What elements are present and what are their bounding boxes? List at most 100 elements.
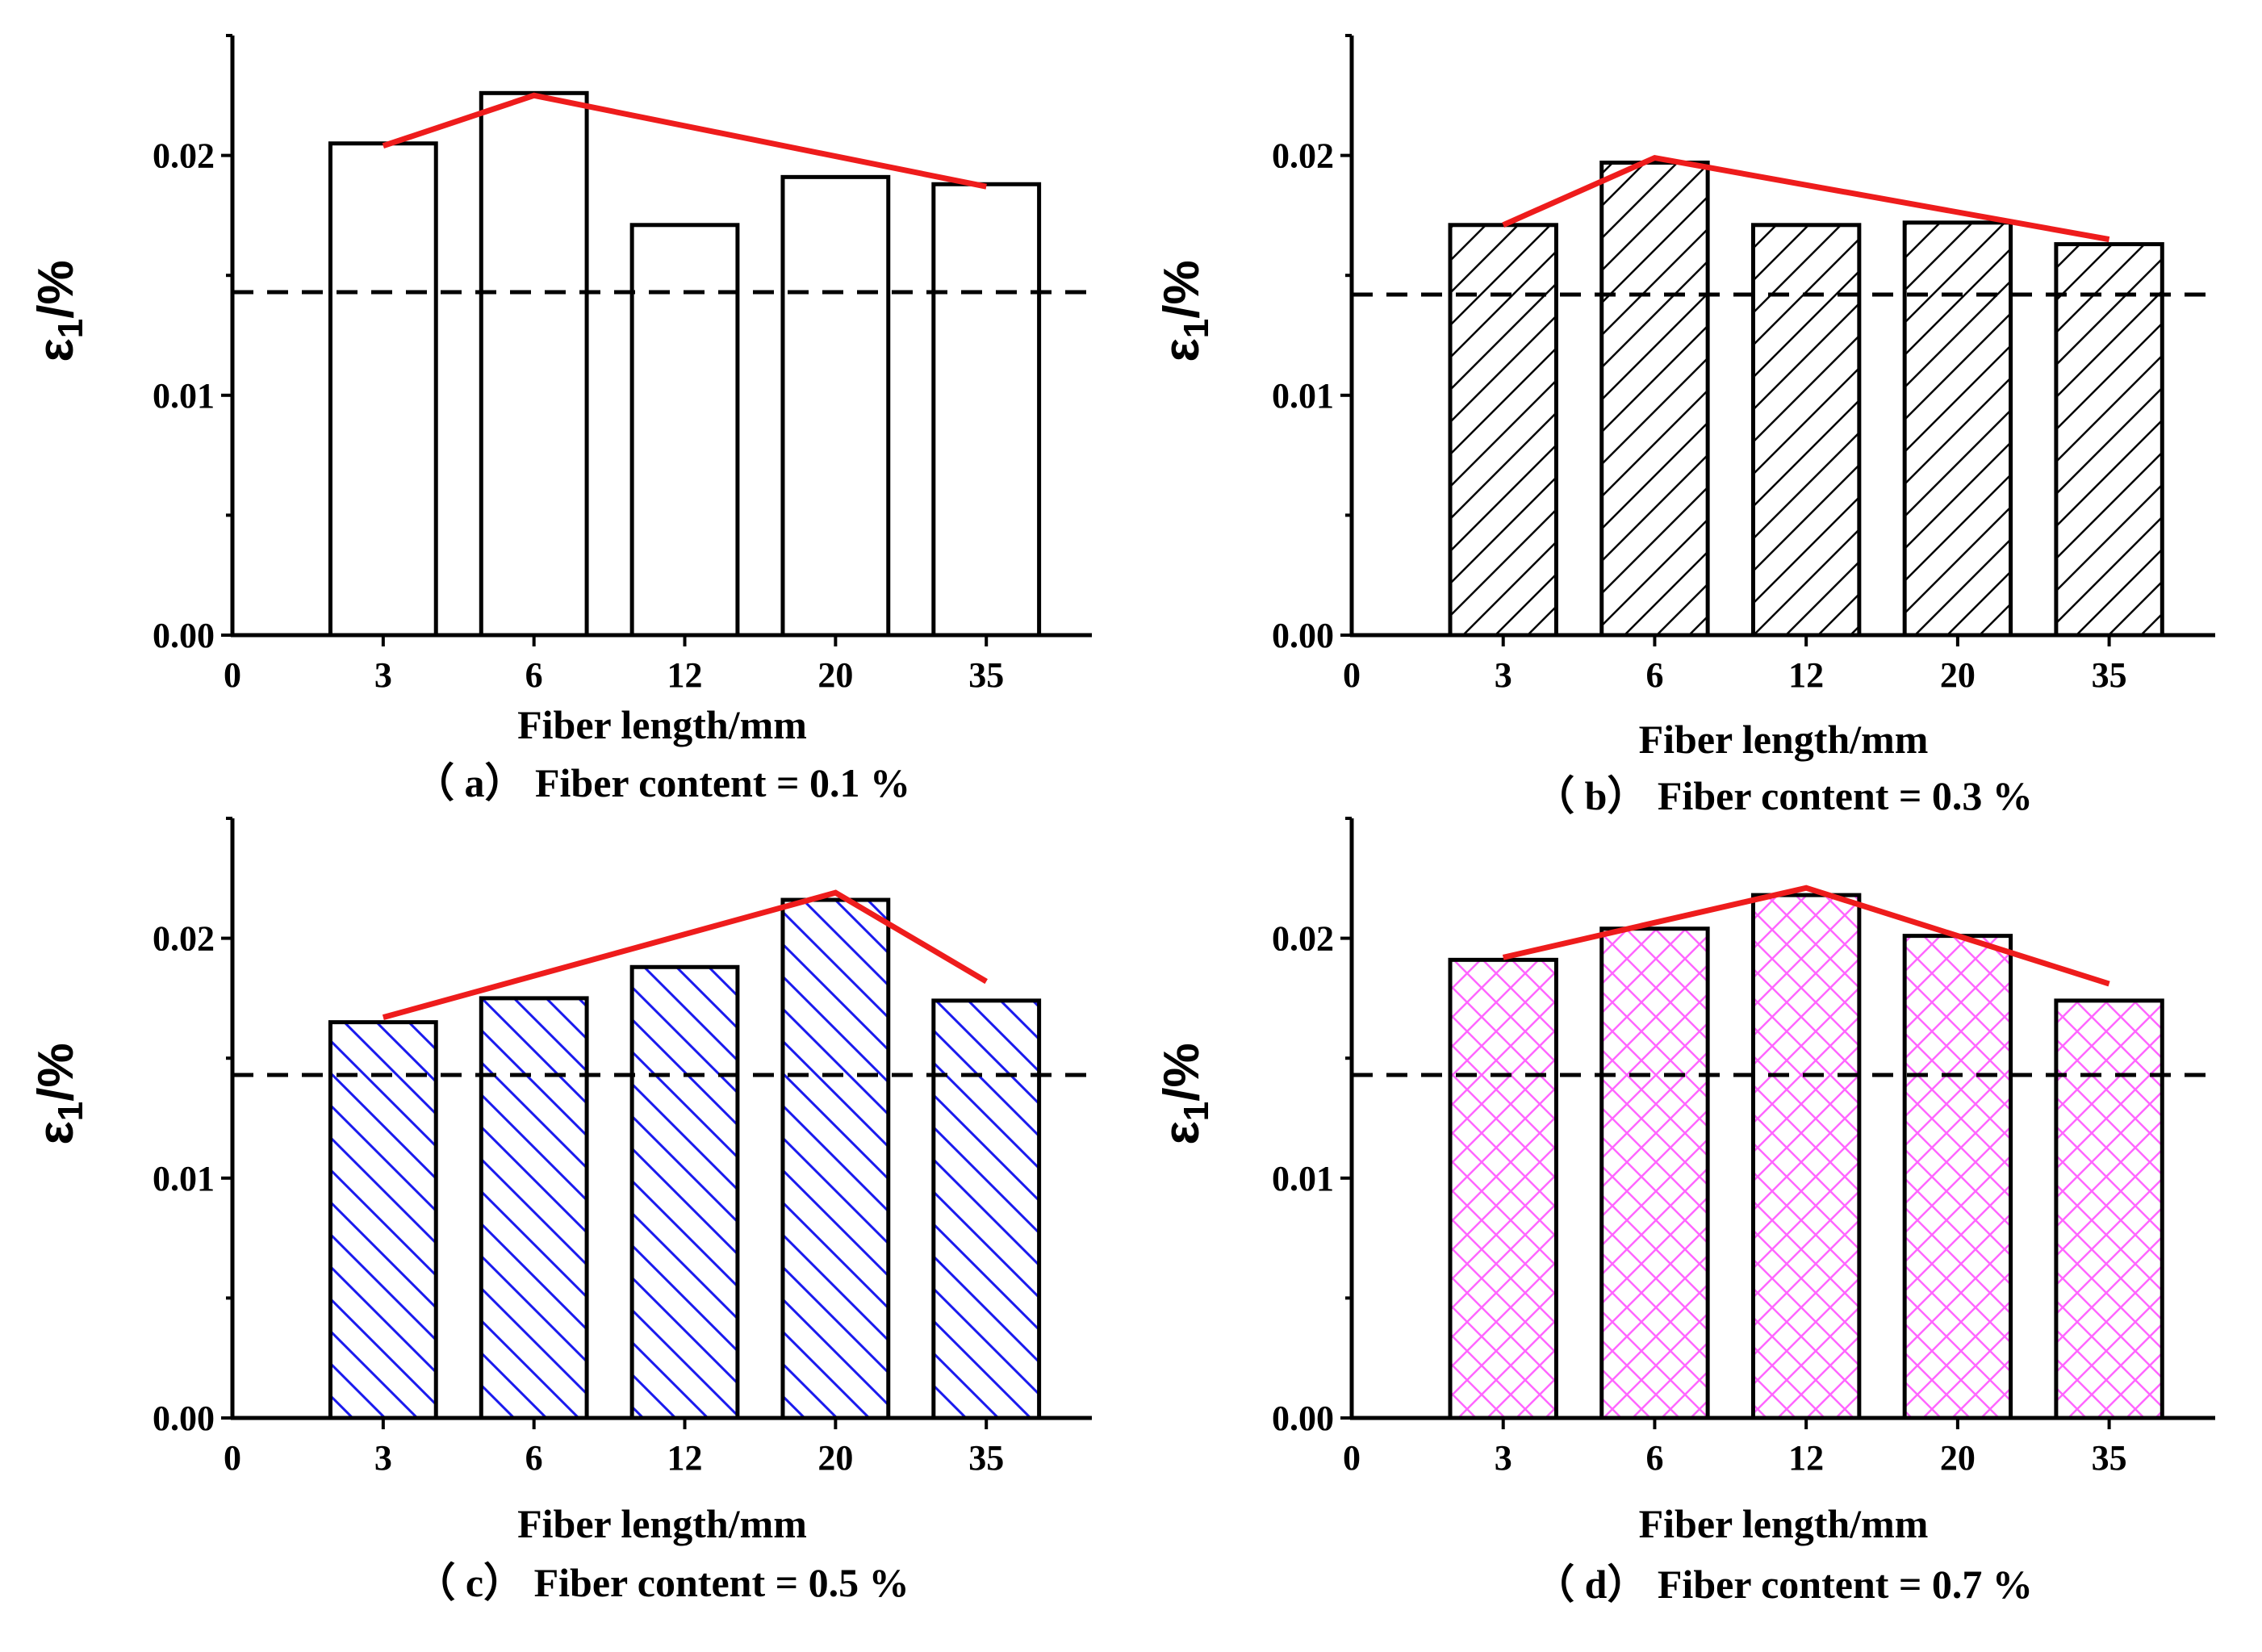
- x-tick-label-3: 3: [1495, 1438, 1512, 1478]
- bar-a-6: [479, 90, 589, 638]
- caption-d: （ d） Fiber content = 0.7 %: [1534, 1562, 2033, 1607]
- bar-a-3: [328, 141, 438, 638]
- y-tick-label: 0.02: [153, 136, 215, 176]
- x-tick-label-35: 35: [968, 1438, 1004, 1478]
- bar-b-6: [1599, 161, 1710, 638]
- bar-d-35: [2054, 998, 2164, 1420]
- x-tick-label-20: 20: [817, 1438, 853, 1478]
- bars-c: [328, 897, 1042, 1420]
- x-tick-label-35: 35: [2092, 1438, 2127, 1478]
- bar-b-20: [1902, 220, 2013, 638]
- x-tick-label-12: 12: [1788, 1438, 1824, 1478]
- x-ticks-b: 3 6 12 20 35: [1495, 635, 2127, 695]
- x-tick-label-3: 3: [374, 1438, 392, 1478]
- y-axis-symbol-b: ε: [1154, 338, 1210, 362]
- y-tick-label: 0.00: [1272, 616, 1334, 655]
- y-axis-title-c: ε1/%: [28, 1043, 90, 1144]
- bar-d-3: [1448, 957, 1558, 1420]
- x-tick-label-6: 6: [525, 1438, 543, 1478]
- y-tick-label: 0.02: [1272, 136, 1334, 176]
- y-axis-title-b: ε1/%: [1154, 260, 1216, 362]
- bar-a-20: [780, 174, 891, 638]
- y-axis-title-d: ε1/%: [1154, 1043, 1216, 1144]
- trend-line-c: [382, 889, 988, 1021]
- caption-a: （ a） Fiber content = 0.1 %: [414, 760, 910, 805]
- bar-b-35: [2054, 242, 2164, 638]
- x-origin-label-c: 0: [224, 1438, 241, 1478]
- bar-d-12: [1750, 893, 1862, 1420]
- y-axis-symbol-d: ε: [1154, 1121, 1210, 1144]
- y-axis-subscript-d: 1: [1177, 1102, 1216, 1121]
- y-tick-label: 0.02: [1272, 919, 1334, 959]
- x-ticks-c: 3 6 12 20 35: [374, 1418, 1004, 1478]
- bar-b-3: [1448, 223, 1558, 638]
- y-ticks-a: 0.00 0.01 0.02: [153, 34, 232, 655]
- y-tick-label: 0.01: [153, 1159, 215, 1198]
- x-tick-label-6: 6: [1645, 1438, 1663, 1478]
- x-axis-title-d: Fiber length/mm: [1639, 1501, 1929, 1546]
- y-tick-label: 0.01: [1272, 1159, 1334, 1198]
- x-tick-label-3: 3: [1495, 655, 1512, 695]
- bar-b-12: [1750, 223, 1862, 638]
- panel-a: 0.000.010.02 3 6 12 20 35 0 Fiber length/mm …: [28, 34, 1096, 805]
- y-axis-unit-c: /%: [28, 1043, 84, 1101]
- x-tick-label-6: 6: [525, 655, 543, 695]
- y-tick-label: 0.01: [1272, 376, 1334, 416]
- x-ticks-a: 3 6 12 20 35: [374, 635, 1004, 695]
- y-axis-subscript-a: 1: [51, 319, 90, 338]
- x-tick-label-20: 20: [1940, 655, 1976, 695]
- y-axis-subscript-c: 1: [51, 1102, 90, 1121]
- x-tick-label-12: 12: [667, 1438, 703, 1478]
- y-axis-subscript-b: 1: [1177, 319, 1216, 338]
- x-tick-label-35: 35: [2092, 655, 2127, 695]
- x-tick-label-35: 35: [968, 655, 1004, 695]
- bar-c-6: [479, 996, 589, 1420]
- x-tick-label-3: 3: [374, 655, 392, 695]
- x-tick-label-20: 20: [817, 655, 853, 695]
- bar-c-35: [931, 998, 1042, 1420]
- y-ticks-b: 0.00 0.01 0.02: [1272, 34, 1352, 655]
- bars-d: [1448, 893, 2164, 1420]
- bar-a-12: [629, 223, 740, 638]
- x-tick-label-12: 12: [1788, 655, 1824, 695]
- y-axis-title-a: ε1/%: [28, 260, 90, 362]
- y-axis-unit-d: /%: [1154, 1043, 1210, 1101]
- y-ticks-c: 0.00 0.01 0.02: [153, 817, 232, 1438]
- trend-line-a: [382, 92, 987, 190]
- x-ticks-d: 3 6 12 20 35: [1495, 1418, 2127, 1478]
- x-origin-label-b: 0: [1343, 655, 1361, 695]
- caption-c: （ c） Fiber content = 0.5 %: [415, 1560, 909, 1605]
- bar-d-20: [1902, 934, 2013, 1420]
- x-axis-title-a: Fiber length/mm: [517, 702, 807, 747]
- panel-d: 0.000.010.02 3 6 12 20 35 0 Fiber length/mm …: [1154, 817, 2219, 1607]
- bar-c-12: [629, 964, 740, 1420]
- x-tick-label-6: 6: [1645, 655, 1663, 695]
- y-axis-symbol-c: ε: [28, 1121, 84, 1144]
- bar-c-3: [328, 1020, 438, 1420]
- bar-d-6: [1599, 926, 1710, 1420]
- panel-c: 0.000.010.02 3 6 12 20 35 0 Fiber length/mm …: [28, 817, 1096, 1605]
- x-origin-label-a: 0: [224, 655, 241, 695]
- x-axis-title-b: Fiber length/mm: [1639, 717, 1929, 762]
- y-tick-label: 0.02: [153, 919, 215, 959]
- y-tick-label: 0.00: [153, 616, 215, 655]
- y-tick-label: 0.01: [153, 376, 215, 416]
- y-ticks-d: 0.00 0.01 0.02: [1272, 817, 1352, 1438]
- caption-b: （ b） Fiber content = 0.3 %: [1534, 773, 2033, 818]
- y-axis-unit-b: /%: [1154, 260, 1210, 318]
- x-tick-label-20: 20: [1940, 1438, 1976, 1478]
- y-axis-unit-a: /%: [28, 260, 84, 318]
- x-tick-label-12: 12: [667, 655, 703, 695]
- y-tick-label: 0.00: [153, 1399, 215, 1438]
- bar-a-35: [931, 182, 1042, 638]
- trend-line-d: [1502, 885, 2110, 987]
- y-tick-label: 0.00: [1272, 1399, 1334, 1438]
- bars-b: [1448, 161, 2164, 638]
- x-axis-title-c: Fiber length/mm: [517, 1501, 807, 1546]
- bars-a: [328, 90, 1042, 638]
- x-origin-label-d: 0: [1343, 1438, 1361, 1478]
- bar-c-20: [780, 897, 891, 1420]
- y-axis-symbol-a: ε: [28, 338, 84, 362]
- panel-b: 0.000.010.02 3 6 12 20 35 0 Fiber length/mm …: [1154, 34, 2219, 818]
